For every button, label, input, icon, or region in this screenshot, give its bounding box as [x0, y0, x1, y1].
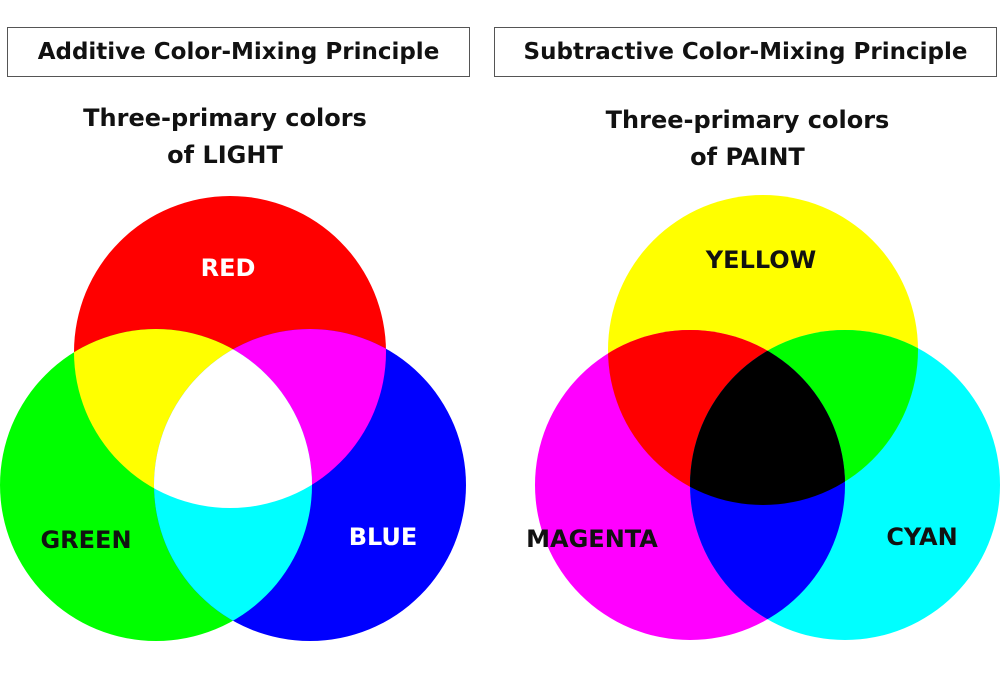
- white-center: [154, 329, 312, 508]
- additive-subtitle: Three-primary colors of LIGHT: [40, 100, 410, 174]
- subtractive-subtitle-line2: of PAINT: [690, 143, 805, 171]
- additive-venn: RED GREEN BLUE: [0, 196, 466, 641]
- subtractive-subtitle-line1: Three-primary colors: [605, 106, 890, 134]
- subtractive-subtitle: Three-primary colors of PAINT: [560, 102, 935, 176]
- additive-subtitle-line1: Three-primary colors: [83, 104, 367, 132]
- cyan-label: CYAN: [886, 523, 957, 551]
- magenta-label: MAGENTA: [526, 525, 658, 553]
- additive-subtitle-line2: of LIGHT: [167, 141, 283, 169]
- additive-title: Additive Color-Mixing Principle: [7, 27, 470, 77]
- subtractive-title: Subtractive Color-Mixing Principle: [494, 27, 997, 77]
- blue-label: BLUE: [349, 523, 418, 551]
- subtractive-venn: YELLOW MAGENTA CYAN: [526, 195, 1000, 640]
- yellow-label: YELLOW: [705, 246, 816, 274]
- black-center: [690, 330, 845, 505]
- red-label: RED: [201, 254, 256, 282]
- green-label: GREEN: [40, 526, 131, 554]
